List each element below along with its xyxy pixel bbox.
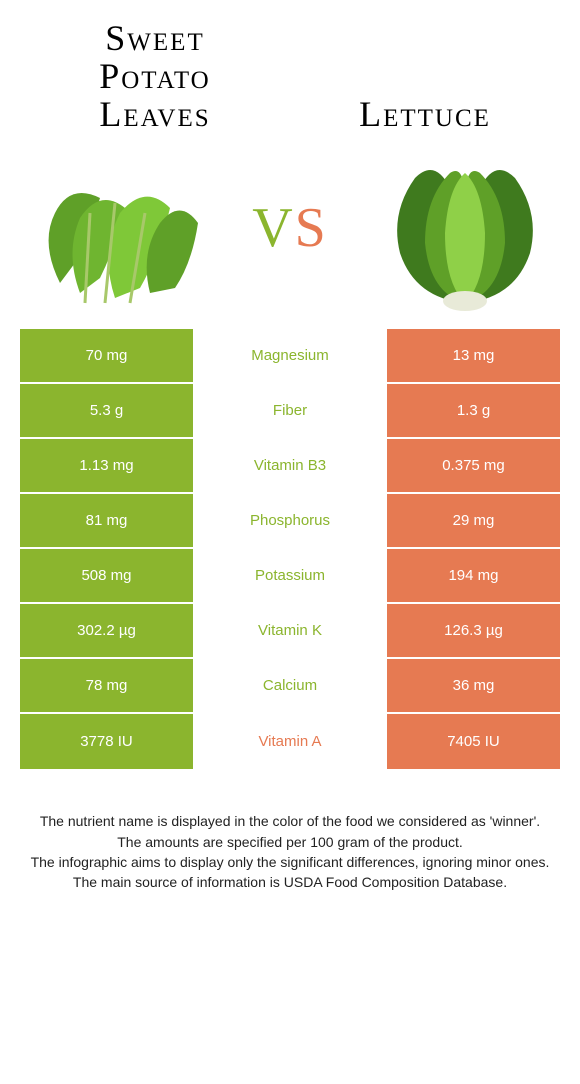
title-right: Lettuce [290, 96, 560, 134]
table-row: 70 mgMagnesium13 mg [20, 329, 560, 384]
lettuce-image [370, 143, 560, 313]
footer-line-1: The nutrient name is displayed in the co… [20, 811, 560, 831]
table-row: 508 mgPotassium194 mg [20, 549, 560, 604]
footer: The nutrient name is displayed in the co… [20, 811, 560, 892]
cell-left-value: 70 mg [20, 329, 193, 382]
cell-right-value: 0.375 mg [387, 439, 560, 492]
nutrient-table: 70 mgMagnesium13 mg5.3 gFiber1.3 g1.13 m… [20, 329, 560, 769]
vs-label: VS [252, 196, 328, 260]
title-left-l3: Leaves [99, 94, 210, 134]
cell-right-value: 194 mg [387, 549, 560, 602]
cell-left-value: 508 mg [20, 549, 193, 602]
cell-left-value: 81 mg [20, 494, 193, 547]
cell-left-value: 3778 IU [20, 714, 193, 769]
table-row: 81 mgPhosphorus29 mg [20, 494, 560, 549]
cell-label: Vitamin A [193, 714, 387, 769]
images-row: VS [0, 143, 580, 329]
table-row: 302.2 µgVitamin K126.3 µg [20, 604, 560, 659]
table-row: 3778 IUVitamin A7405 IU [20, 714, 560, 769]
title-left-l1: Sweet [105, 18, 204, 58]
cell-label: Vitamin K [193, 604, 387, 657]
table-row: 1.13 mgVitamin B30.375 mg [20, 439, 560, 494]
table-row: 5.3 gFiber1.3 g [20, 384, 560, 439]
cell-left-value: 78 mg [20, 659, 193, 712]
cell-label: Fiber [193, 384, 387, 437]
header: Sweet Potato Leaves Lettuce [0, 0, 580, 143]
cell-right-value: 1.3 g [387, 384, 560, 437]
cell-label: Vitamin B3 [193, 439, 387, 492]
cell-left-value: 302.2 µg [20, 604, 193, 657]
footer-line-4: The main source of information is USDA F… [20, 872, 560, 892]
cell-label: Magnesium [193, 329, 387, 382]
cell-left-value: 1.13 mg [20, 439, 193, 492]
cell-left-value: 5.3 g [20, 384, 193, 437]
title-left: Sweet Potato Leaves [20, 20, 290, 133]
vs-v: V [252, 197, 294, 259]
vs-s: S [295, 197, 328, 259]
cell-right-value: 36 mg [387, 659, 560, 712]
footer-line-3: The infographic aims to display only the… [20, 852, 560, 872]
cell-right-value: 7405 IU [387, 714, 560, 769]
title-left-l2: Potato [99, 56, 211, 96]
cell-label: Potassium [193, 549, 387, 602]
cell-label: Calcium [193, 659, 387, 712]
cell-right-value: 13 mg [387, 329, 560, 382]
cell-right-value: 126.3 µg [387, 604, 560, 657]
table-row: 78 mgCalcium36 mg [20, 659, 560, 714]
cell-right-value: 29 mg [387, 494, 560, 547]
sweet-potato-leaves-image [20, 143, 210, 313]
cell-label: Phosphorus [193, 494, 387, 547]
footer-line-2: The amounts are specified per 100 gram o… [20, 832, 560, 852]
